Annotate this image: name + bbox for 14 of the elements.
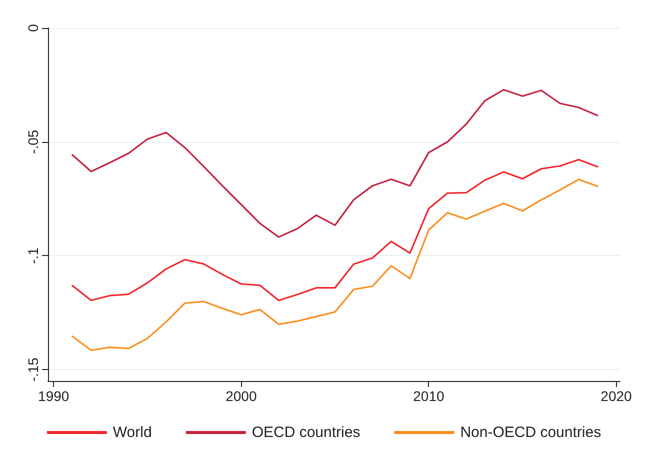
line-series — [72, 88, 598, 238]
x-tick-label: 1990 — [38, 388, 70, 404]
line-series — [72, 178, 598, 352]
y-tick-label: -.15 — [25, 357, 41, 382]
y-tick-label: -.05 — [25, 130, 41, 154]
x-tick-label: 2000 — [226, 388, 257, 404]
x-tick-label: 2010 — [413, 388, 444, 404]
legend-label: World — [112, 424, 152, 441]
x-tick-label: 2020 — [600, 388, 632, 404]
y-tick-label: -.1 — [25, 247, 41, 264]
legend-label: Non-OECD countries — [460, 424, 602, 441]
legend-label: OECD countries — [252, 424, 360, 441]
y-tick-label: 0 — [25, 24, 41, 32]
line-series — [72, 158, 598, 302]
